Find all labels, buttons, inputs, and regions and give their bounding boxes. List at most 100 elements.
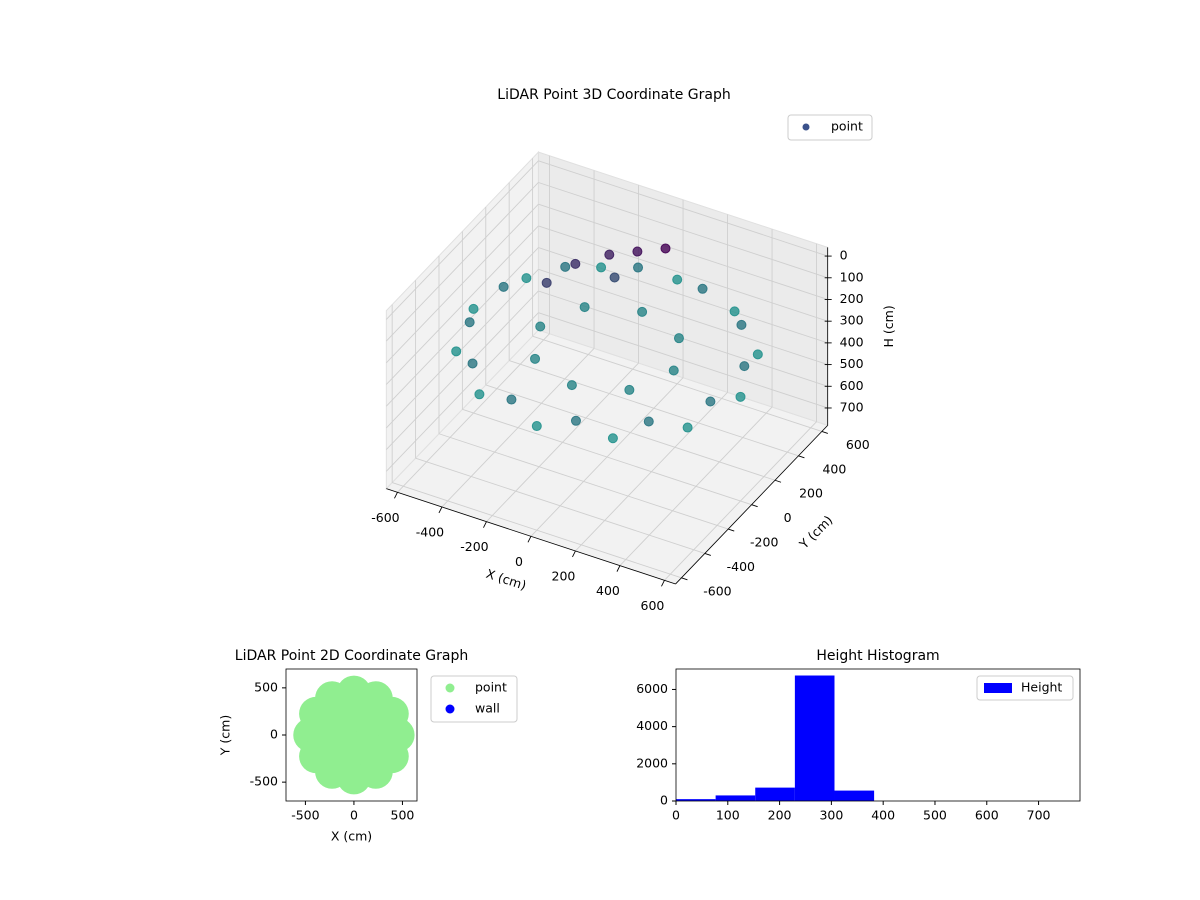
y-tick-label: 6000 (636, 681, 668, 696)
tick-mark (751, 504, 758, 508)
tick-mark (438, 506, 443, 514)
point (697, 283, 708, 294)
x-tick-label: 500 (391, 808, 415, 823)
point (506, 394, 517, 405)
x-tick-label: 500 (923, 808, 947, 823)
x-tick-label: 400 (871, 808, 895, 823)
x-tick-label: 600 (641, 598, 665, 613)
point (467, 358, 478, 369)
x-tick-label: 100 (716, 808, 740, 823)
x-tick-label: 700 (1027, 808, 1051, 823)
x-tick-label: 200 (552, 568, 576, 583)
grid-line (386, 247, 539, 407)
point (560, 261, 571, 272)
y-tick-label: 600 (846, 437, 870, 452)
point (729, 306, 740, 317)
tick-mark (483, 521, 487, 528)
y-tick-label: 500 (254, 679, 278, 694)
y-tick-label: 0 (270, 727, 278, 742)
tick-mark (728, 528, 735, 532)
x-tick-label: 600 (975, 808, 999, 823)
point (609, 272, 620, 283)
point (531, 421, 542, 432)
legend-marker (445, 704, 455, 714)
point (682, 422, 693, 433)
z-tick-label: 700 (840, 399, 864, 414)
point (570, 258, 581, 269)
axes-frame (675, 668, 1081, 802)
y-tick-label: 0 (784, 510, 792, 525)
z-tick-label: 500 (840, 356, 864, 371)
point (633, 262, 644, 273)
point (624, 384, 635, 395)
grid-line (538, 247, 828, 344)
tick-mark (704, 553, 711, 556)
x-tick-label: -500 (291, 808, 319, 823)
point (570, 415, 581, 426)
point (736, 319, 747, 330)
legend-label: wall (475, 701, 500, 716)
point (464, 317, 475, 328)
point (672, 274, 683, 285)
tick-mark (616, 565, 621, 572)
grid-line (538, 182, 828, 279)
tick-mark (821, 431, 828, 434)
bar (834, 790, 875, 801)
y-tick-label: 0 (660, 793, 668, 808)
point (474, 389, 485, 400)
legend-box (976, 675, 1074, 701)
tick-mark (681, 577, 688, 581)
point (668, 365, 679, 376)
chart-title: LiDAR Point 3D Coordinate Graph (497, 87, 730, 103)
bar (755, 787, 795, 801)
chart-title: LiDAR Point 2D Coordinate Graph (235, 648, 468, 664)
point (566, 380, 577, 391)
x-tick-label: 200 (768, 808, 792, 823)
chart-title: Height Histogram (816, 648, 939, 664)
point (604, 249, 615, 260)
y-tick-label: -400 (727, 559, 755, 574)
point (596, 262, 607, 273)
grid-line (538, 225, 828, 322)
point (607, 433, 618, 444)
legend-marker (445, 683, 455, 693)
y-tick-label: 400 (822, 461, 846, 476)
legend-label: point (475, 680, 507, 695)
legend-box (430, 675, 518, 723)
x-axis-label: X (cm) (331, 829, 372, 844)
legend-label: point (831, 119, 863, 134)
y-tick-label: 4000 (636, 718, 668, 733)
x-axis-line (386, 488, 676, 585)
point (530, 353, 541, 364)
point (498, 281, 509, 292)
grid-line (386, 290, 539, 450)
point (352, 732, 387, 767)
point (735, 391, 746, 402)
y-tick-label: 200 (799, 486, 823, 501)
x-tick-label: 0 (350, 808, 358, 823)
x-tick-label: 300 (819, 808, 843, 823)
y-tick-label: -200 (750, 535, 778, 550)
grid-line (386, 225, 539, 385)
point (643, 416, 654, 427)
z-tick-label: 100 (840, 269, 864, 284)
legend-box (787, 114, 873, 141)
point (673, 333, 684, 344)
grid-line (509, 360, 799, 457)
grid-line (538, 160, 828, 257)
point (739, 361, 750, 372)
z-axis-label: H (cm) (881, 305, 896, 347)
bar (676, 799, 716, 801)
z-tick-label: 300 (840, 313, 864, 328)
tick-mark (661, 580, 665, 587)
point (468, 303, 479, 314)
x-tick-label: -400 (416, 524, 444, 539)
z-tick-label: 0 (840, 248, 848, 263)
tick-mark (572, 550, 576, 558)
y-tick-label: 2000 (636, 755, 668, 770)
z-tick-label: 200 (840, 291, 864, 306)
grid-line (386, 203, 539, 364)
point (579, 302, 590, 313)
legend-marker (802, 123, 810, 131)
